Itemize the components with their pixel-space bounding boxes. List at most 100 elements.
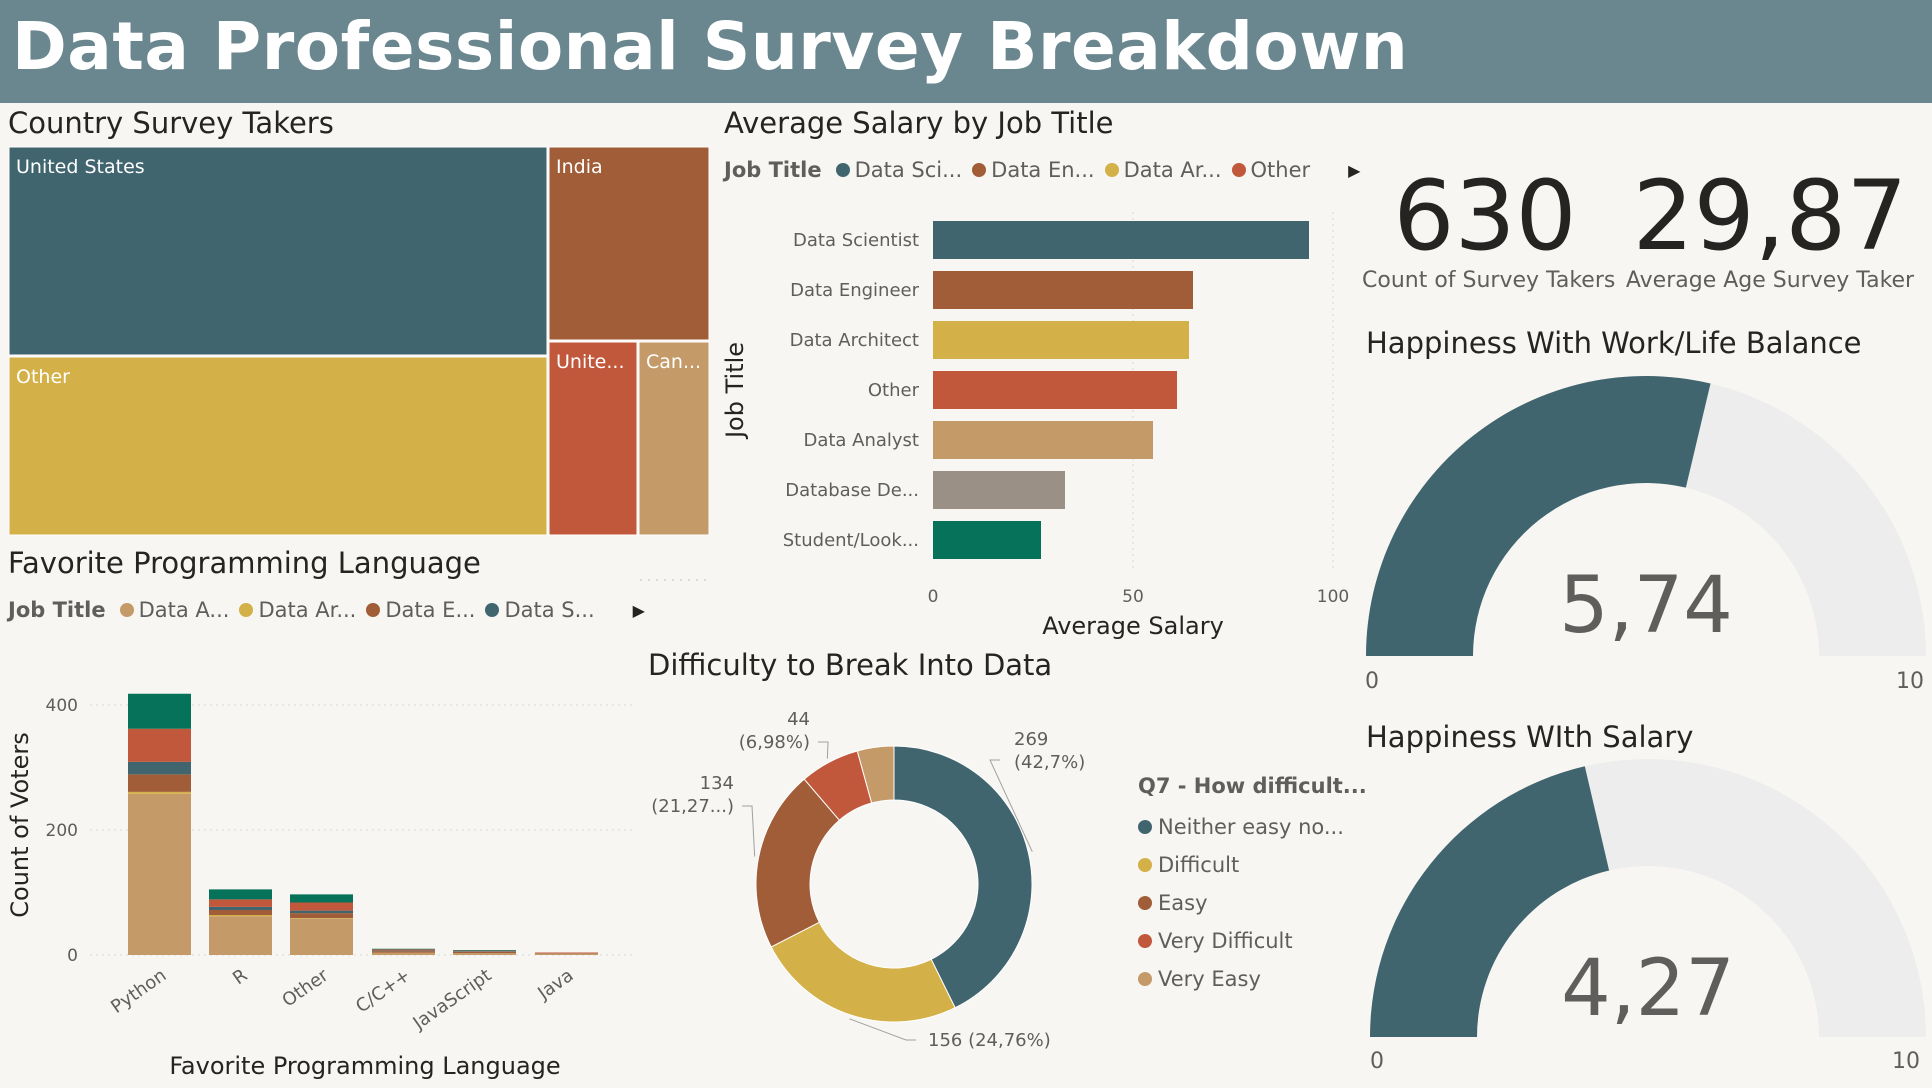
- language-bar-segment[interactable]: [128, 793, 191, 955]
- language-y-tick: 200: [46, 821, 78, 841]
- language-y-tick: 400: [46, 696, 78, 716]
- legend-label: Data Ar...: [1123, 158, 1222, 182]
- legend-dot: [1138, 934, 1152, 948]
- gauge-max-label: 10: [1896, 669, 1924, 694]
- legend-item[interactable]: Data A...: [119, 598, 229, 622]
- treemap-cell-label: Can...: [646, 351, 701, 373]
- legend-dot: [1138, 972, 1152, 986]
- legend-label: Data Ar...: [258, 598, 357, 622]
- salary-bar[interactable]: [933, 271, 1193, 309]
- salary-x-axis-title: Average Salary: [1042, 612, 1224, 640]
- language-bar-segment[interactable]: [453, 951, 516, 952]
- language-bar-segment[interactable]: [209, 915, 272, 917]
- legend-dot: [119, 603, 134, 617]
- donut-slice[interactable]: [770, 921, 956, 1023]
- language-bar-segment[interactable]: [290, 910, 353, 914]
- language-bar-segment[interactable]: [372, 949, 435, 951]
- salary-bar[interactable]: [933, 371, 1177, 409]
- difficulty-chart-title: Difficulty to Break Into Data: [648, 648, 1053, 682]
- gauge-min-label: 0: [1370, 1049, 1384, 1074]
- language-bar-segment[interactable]: [290, 918, 353, 955]
- language-bar-segment[interactable]: [372, 951, 435, 953]
- kpi-label: Average Age Survey Taker: [1625, 268, 1915, 293]
- language-bar-segment[interactable]: [209, 910, 272, 915]
- treemap-cell-1[interactable]: [548, 146, 710, 341]
- legend-label: Neither easy no...: [1158, 815, 1344, 839]
- kpi-label: Count of Survey Takers: [1362, 268, 1616, 293]
- legend-dot: [835, 163, 850, 177]
- treemap-cell-3[interactable]: [548, 341, 638, 536]
- treemap-cell-2[interactable]: [8, 356, 548, 536]
- donut-leader-line: [818, 741, 829, 759]
- legend-item[interactable]: Data En...: [972, 158, 1095, 182]
- legend-item[interactable]: Data Ar...: [239, 598, 356, 622]
- salary-bar[interactable]: [933, 521, 1041, 559]
- donut-data-label: 269: [1014, 729, 1048, 750]
- legend-label: Easy: [1158, 891, 1208, 915]
- treemap-cell-label: Other: [16, 366, 70, 388]
- legend-item[interactable]: Data Sci...: [835, 158, 962, 182]
- language-bar-segment[interactable]: [290, 918, 353, 919]
- language-bar-segment[interactable]: [209, 906, 272, 910]
- legend-title: Q7 - How difficult...: [1138, 774, 1367, 798]
- language-bar-segment[interactable]: [290, 894, 353, 903]
- language-bar-segment[interactable]: [535, 952, 598, 954]
- legend-dot: [239, 603, 254, 617]
- language-bar-segment[interactable]: [372, 950, 435, 952]
- language-bar-segment[interactable]: [453, 951, 516, 954]
- legend-item[interactable]: Data S...: [485, 598, 595, 622]
- language-bar-segment[interactable]: [209, 916, 272, 955]
- donut-slice[interactable]: [856, 745, 895, 804]
- legend-label: Data En...: [991, 158, 1095, 182]
- legend-next-arrow-icon[interactable]: ▶: [1348, 160, 1361, 180]
- language-bar-segment[interactable]: [128, 791, 191, 794]
- legend-label: Very Easy: [1158, 967, 1261, 991]
- language-bar-segment[interactable]: [128, 774, 191, 792]
- legend-item[interactable]: Easy: [1138, 884, 1367, 922]
- language-bar-segment[interactable]: [128, 728, 191, 762]
- gauge-max-label: 10: [1892, 1049, 1920, 1074]
- language-bar-segment[interactable]: [453, 950, 516, 952]
- salary-bar[interactable]: [933, 321, 1189, 359]
- legend-item[interactable]: Other: [1231, 158, 1310, 182]
- legend-item[interactable]: Data E...: [366, 598, 475, 622]
- salary-chart-title: Average Salary by Job Title: [724, 106, 1114, 140]
- language-bar-segment[interactable]: [372, 952, 435, 956]
- language-category-label: C/C++: [352, 965, 414, 1017]
- treemap-cell-0[interactable]: [8, 146, 548, 356]
- legend-title: Job Title: [724, 158, 822, 182]
- legend-dot: [1138, 858, 1152, 872]
- salary-bar[interactable]: [933, 421, 1153, 459]
- gauge-fill-1[interactable]: [1370, 766, 1610, 1037]
- legend-item[interactable]: Neither easy no...: [1138, 808, 1367, 846]
- donut-data-label: 156 (24,76%): [928, 1030, 1051, 1051]
- legend-label: Data E...: [385, 598, 476, 622]
- language-bar-segment[interactable]: [535, 953, 598, 955]
- salary-category-label: Data Engineer: [790, 280, 919, 301]
- legend-next-arrow-icon[interactable]: ▶: [632, 600, 645, 620]
- language-bar-segment[interactable]: [290, 902, 353, 911]
- legend-item[interactable]: Data Ar...: [1104, 158, 1222, 182]
- treemap-cell-4[interactable]: [638, 341, 710, 536]
- legend-dot: [972, 163, 987, 177]
- legend-item[interactable]: Very Easy: [1138, 960, 1367, 998]
- language-bar-segment[interactable]: [372, 948, 435, 950]
- language-bar-segment[interactable]: [128, 693, 191, 729]
- donut-slice[interactable]: [893, 745, 1033, 1009]
- language-bar-segment[interactable]: [128, 761, 191, 775]
- legend-dot: [1138, 896, 1152, 910]
- dashboard-header: Data Professional Survey Breakdown: [0, 0, 1932, 103]
- language-bar-segment[interactable]: [290, 913, 353, 919]
- salary-bar[interactable]: [933, 221, 1309, 259]
- legend-item[interactable]: Difficult: [1138, 846, 1367, 884]
- language-category-label: JavaScript: [409, 965, 496, 1035]
- language-bar-segment[interactable]: [535, 953, 598, 954]
- gauge-fill-0[interactable]: [1366, 376, 1711, 656]
- legend-item[interactable]: Very Difficult: [1138, 922, 1367, 960]
- language-bar-segment[interactable]: [209, 899, 272, 907]
- salary-bar[interactable]: [933, 471, 1065, 509]
- language-bar-segment[interactable]: [209, 889, 272, 900]
- kpi-average-age: 29,87 Average Age Survey Taker: [1616, 168, 1924, 293]
- language-bar-segment[interactable]: [453, 953, 516, 955]
- language-bar-segment[interactable]: [453, 950, 516, 951]
